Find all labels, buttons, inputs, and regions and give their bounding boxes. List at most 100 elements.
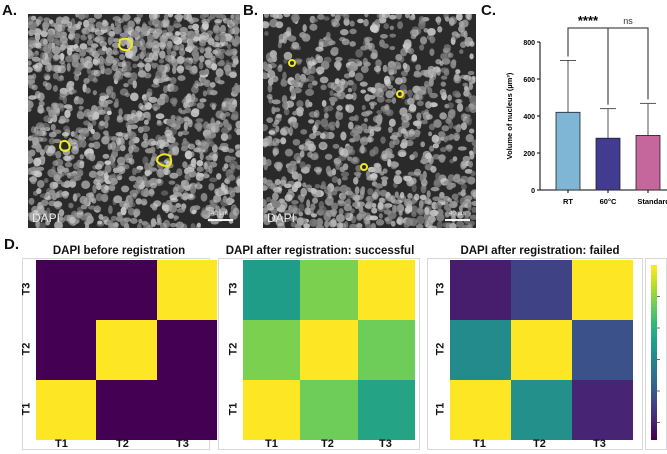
- nucleus-dot: [67, 80, 75, 87]
- nucleus-dot: [148, 35, 155, 41]
- nucleus-dot: [368, 224, 377, 228]
- nucleus-dot: [121, 32, 130, 38]
- nucleus-dot: [53, 54, 61, 60]
- nucleus-dot: [212, 153, 218, 162]
- nucleus-dot: [320, 118, 329, 128]
- nucleus-dot: [416, 215, 425, 225]
- nucleus-dot: [266, 196, 271, 203]
- nucleus-dot: [416, 100, 424, 107]
- nucleus-dot: [290, 79, 298, 85]
- nucleus-dot: [37, 104, 44, 114]
- nucleus-dot: [124, 92, 130, 98]
- nucleus-dot: [416, 121, 422, 130]
- colorbar-segment: [651, 265, 657, 269]
- nucleus-dot: [469, 53, 474, 60]
- nucleus-dot: [75, 47, 81, 53]
- nucleus-dot: [363, 36, 373, 42]
- nucleus-dot: [211, 63, 218, 71]
- nucleus-dot: [468, 128, 475, 134]
- nucleus-dot: [369, 173, 378, 179]
- nucleus-dot: [215, 14, 224, 19]
- nucleus-dot: [204, 59, 212, 66]
- colorbar-segment: [651, 387, 657, 392]
- nucleus-dot: [427, 28, 436, 36]
- heatmap-before-registration: [36, 260, 217, 440]
- nucleus-dot: [312, 152, 319, 159]
- colorbar-segment: [651, 272, 657, 276]
- nucleus-dot: [263, 61, 268, 71]
- nucleus-dot: [439, 88, 447, 96]
- colorbar-segment: [651, 408, 657, 413]
- heatmap-cell-T2-T1: [450, 320, 511, 380]
- nucleus-dot: [132, 39, 140, 48]
- nucleus-dot: [420, 36, 428, 45]
- hm3-xtick-t1: T1: [473, 438, 486, 450]
- nucleus-dot: [400, 48, 408, 57]
- colorbar-segment: [651, 394, 657, 399]
- nucleus-dot: [128, 158, 135, 165]
- nucleus-dot: [161, 204, 171, 212]
- stain-label-a: DAPI: [32, 211, 61, 225]
- nucleus-dot: [291, 200, 299, 205]
- nucleus-dot: [88, 170, 98, 179]
- nucleus-dot: [117, 166, 126, 175]
- nucleus-dot: [76, 135, 82, 140]
- nucleus-dot: [397, 149, 407, 158]
- nucleus-dot: [103, 120, 109, 129]
- heatmap-after-successful: [243, 260, 415, 440]
- nucleus-dot: [135, 26, 143, 33]
- heatmap-title-1: DAPI before registration: [52, 245, 186, 257]
- nucleus-dot: [97, 220, 103, 225]
- roi-outlines-a: [58, 37, 173, 168]
- nucleus-dot: [283, 183, 292, 189]
- nucleus-dot: [445, 117, 452, 124]
- nucleus-dot: [177, 75, 186, 82]
- nucleus-dot: [358, 210, 367, 217]
- nucleus-dot: [436, 16, 441, 26]
- nucleus-dot: [354, 186, 360, 195]
- nucleus-dot: [223, 122, 232, 128]
- nucleus-dot: [131, 55, 140, 62]
- nucleus-dot: [138, 219, 143, 224]
- nucleus-dot: [403, 39, 412, 48]
- bar-60-c: [595, 137, 621, 191]
- nucleus-dot: [236, 178, 240, 187]
- nucleus-dot: [344, 212, 351, 219]
- nucleus-dot: [143, 57, 153, 63]
- heatmap-cell-T3-T3: [572, 260, 633, 320]
- nucleus-dot: [47, 145, 56, 154]
- nucleus-dot: [468, 82, 474, 91]
- nucleus-dot: [433, 178, 440, 186]
- nucleus-dot: [417, 206, 423, 214]
- nucleus-dot: [428, 131, 433, 137]
- colorbar-segment: [651, 296, 657, 301]
- nucleus-dot: [199, 40, 207, 47]
- nucleus-dot: [267, 83, 273, 93]
- nucleus-dot: [470, 170, 476, 177]
- nucleus-dot: [364, 14, 369, 18]
- nucleus-dot: [411, 183, 417, 193]
- colorbar-segment: [651, 363, 657, 367]
- nucleus-dot: [86, 39, 94, 46]
- nucleus-dot: [332, 143, 340, 149]
- nucleus-dot: [151, 103, 161, 111]
- nucleus-dot: [389, 25, 395, 30]
- nucleus-dot: [359, 137, 365, 143]
- hm2-ytick-t1: T1: [227, 402, 240, 416]
- nucleus-dot: [369, 24, 379, 33]
- nucleus-dot: [53, 104, 58, 110]
- nucleus-dot: [423, 211, 431, 221]
- nucleus-dot: [419, 44, 425, 51]
- nucleus-dot: [138, 67, 144, 74]
- nucleus-dot: [329, 126, 336, 131]
- nucleus-dot: [135, 187, 141, 194]
- nucleus-dot: [365, 196, 375, 203]
- nucleus-dot: [300, 129, 308, 135]
- nucleus-dot: [32, 64, 39, 69]
- nucleus-dot: [28, 37, 37, 44]
- nucleus-dot: [146, 224, 153, 228]
- nucleus-dot: [371, 49, 378, 59]
- nucleus-dot: [201, 18, 210, 25]
- nucleus-dot: [387, 63, 396, 72]
- nucleus-dot: [308, 101, 313, 108]
